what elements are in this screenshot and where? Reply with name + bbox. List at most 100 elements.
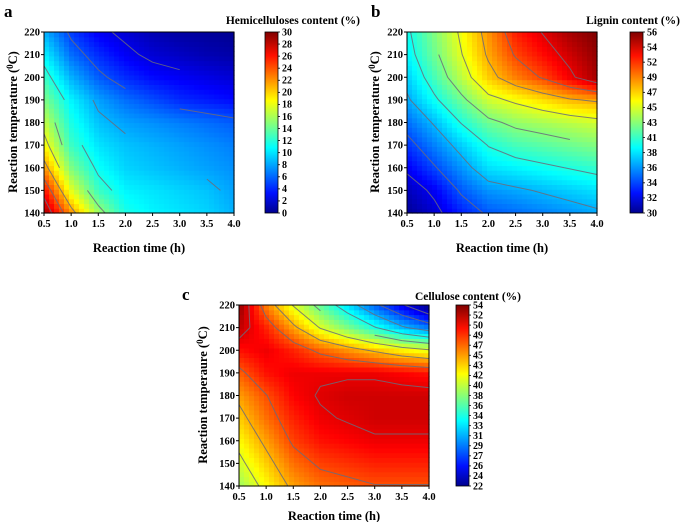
heatmap-cell [154,70,160,76]
heatmap-cell [264,305,270,311]
heatmap-cell [532,41,538,47]
heatmap-cell [169,117,175,124]
heatmap-cell [409,362,415,368]
heatmap-cell [457,46,463,52]
heatmap-cell [74,127,80,133]
heatmap-cell [349,395,355,401]
heatmap-cell [344,352,350,358]
heatmap-cell [279,338,285,344]
heatmap-cell [159,208,165,214]
heatmap-cell [369,443,375,449]
heatmap-cell [204,98,210,105]
heatmap-cell [384,333,390,339]
heatmap-cell [542,55,548,62]
heatmap-cell [552,155,558,162]
heatmap-cell [219,184,225,190]
heatmap-cell [109,41,115,47]
heatmap-cell [309,357,315,363]
heatmap-cell [542,203,548,209]
heatmap-cell [149,127,155,133]
heatmap-cell [404,462,410,468]
heatmap-cell [244,424,250,430]
heatmap-cell [79,151,85,157]
heatmap-cell [364,390,370,397]
heatmap-cell [407,136,413,143]
heatmap-cell [199,117,205,124]
heatmap-cell [517,151,523,157]
heatmap-cell [432,132,438,138]
heatmap-cell [427,46,433,52]
heatmap-cell [482,117,488,124]
heatmap-cell [89,141,95,147]
heatmap-cell [179,46,185,52]
heatmap-cell [59,103,65,109]
heatmap-cell [229,170,235,176]
heatmap-cell [119,127,125,133]
heatmap-cell [64,112,70,119]
heatmap-cell [592,136,598,143]
heatmap-cell [79,74,85,81]
heatmap-cell [512,60,518,66]
heatmap-cell [547,155,553,162]
colorbar-tick-label: 47 [647,88,657,99]
heatmap-cell [194,179,200,186]
heatmap-cell [134,141,140,147]
heatmap-cell [497,89,503,95]
heatmap-cell [259,481,265,487]
heatmap-cell [324,466,330,473]
heatmap-cell [349,319,355,325]
heatmap-cell [512,189,518,195]
heatmap-cell [399,457,405,463]
heatmap-cell [169,74,175,81]
colorbar-tick-label: 43 [473,361,483,372]
heatmap-cell [214,136,220,143]
heatmap-cell [404,371,410,378]
heatmap-cell [399,443,405,449]
heatmap-cell [437,84,443,90]
heatmap-cell [74,208,80,214]
heatmap-cell [54,151,60,157]
heatmap-cell [427,198,433,205]
heatmap-cell [542,170,548,176]
heatmap-cell [344,481,350,487]
heatmap-cell [99,36,105,43]
heatmap-cell [364,409,370,416]
heatmap-cell [134,203,140,209]
heatmap-cell [457,146,463,152]
heatmap-cell [364,371,370,378]
heatmap-cell [309,314,315,320]
heatmap-cell [189,184,195,190]
heatmap-cell [159,117,165,124]
heatmap-cell [149,146,155,152]
heatmap-cell [164,108,170,114]
heatmap-cell [94,70,100,76]
heatmap-cell [334,343,340,349]
heatmap-cell [552,60,558,66]
heatmap-cell [279,428,285,435]
colorbar-tick-label: 47 [473,341,483,352]
heatmap-cell [404,466,410,473]
heatmap-cell [164,41,170,47]
heatmap-cell [299,309,305,316]
colorbar-tick-label: 40 [473,381,483,392]
colorbar-tick-label: 45 [473,351,483,362]
heatmap-cell [552,41,558,47]
colorbar-tick-label: 42 [473,371,483,382]
heatmap-cell [592,141,598,147]
heatmap-cell [184,184,190,190]
heatmap-cell [129,32,135,38]
heatmap-cell [567,108,573,114]
heatmap-cell [422,84,428,90]
heatmap-cell [89,51,95,57]
heatmap-cell [49,108,55,114]
heatmap-cell [437,198,443,205]
heatmap-cell [214,89,220,95]
heatmap-cell [289,471,295,478]
heatmap-cell [592,112,598,119]
heatmap-cell [537,203,543,209]
heatmap-cell [154,203,160,209]
heatmap-cell [119,79,125,85]
heatmap-cell [309,438,315,444]
heatmap-cell [424,457,430,463]
heatmap-cell [129,98,135,105]
